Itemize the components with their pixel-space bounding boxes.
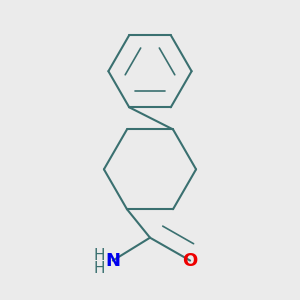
- Text: O: O: [182, 252, 198, 270]
- Text: N: N: [105, 252, 120, 270]
- Text: H: H: [93, 248, 105, 263]
- Text: H: H: [93, 261, 105, 276]
